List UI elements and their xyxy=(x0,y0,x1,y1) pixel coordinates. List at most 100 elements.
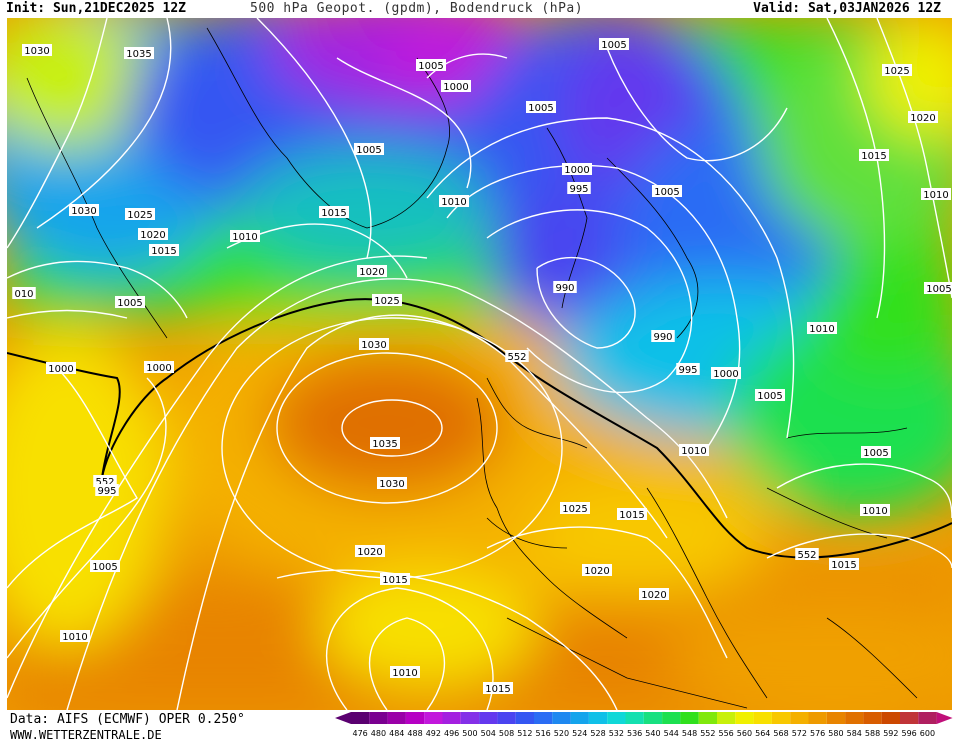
coastlines xyxy=(26,27,918,709)
isobar-label-text: 1005 xyxy=(92,562,117,573)
isobar-label: 1030 xyxy=(69,204,99,217)
isobar-label: 1030 xyxy=(377,477,407,490)
legend-color-swatch xyxy=(515,712,534,724)
legend-color-swatch xyxy=(826,712,846,724)
isobar-label-text: 1005 xyxy=(654,187,679,198)
isobar-label-text: 1030 xyxy=(361,340,386,351)
legend-color-swatch xyxy=(790,712,809,724)
legend-value-label: 588 xyxy=(865,729,880,738)
website-label: WWW.WETTERZENTRALE.DE xyxy=(10,728,162,742)
isobar-label-text: 1005 xyxy=(418,61,443,72)
isobar-label-text: 010 xyxy=(14,289,33,300)
legend-value-label: 524 xyxy=(572,729,587,738)
isobar-label-text: 1000 xyxy=(146,363,171,374)
legend-value-label: 492 xyxy=(426,729,441,738)
isobar-label: 1020 xyxy=(357,265,387,278)
legend-value-label: 532 xyxy=(609,729,624,738)
isobar-label: 1020 xyxy=(355,545,385,558)
legend-value-label: 504 xyxy=(481,729,496,738)
legend-value-label: 560 xyxy=(737,729,752,738)
legend-color-swatch xyxy=(662,712,681,724)
legend-color-swatch xyxy=(534,712,553,724)
isobar-label: 1035 xyxy=(124,47,154,60)
isobar-label: 990 xyxy=(651,330,675,343)
isobar-label-text: 1015 xyxy=(831,560,856,571)
color-legend: 476 480 484 488 492 496 500 504 508 512 516 520 524 5… xyxy=(335,712,953,738)
isobar-label: 1000 xyxy=(46,362,76,375)
legend-value-label: 552 xyxy=(700,729,715,738)
isobar-label-text: 1000 xyxy=(713,369,738,380)
isobar-label-text: 1010 xyxy=(441,197,466,208)
legend-left-arrow xyxy=(335,712,351,724)
isobar-label-text: 1015 xyxy=(151,246,176,257)
legend-value-label: 576 xyxy=(810,729,825,738)
isobar-label: 1005 xyxy=(652,185,682,198)
isobar-label-text: 990 xyxy=(653,332,672,343)
legend-color-swatch xyxy=(918,712,937,724)
legend-value-label: 520 xyxy=(554,729,569,738)
legend-value-label: 572 xyxy=(792,729,807,738)
legend-color-swatch xyxy=(424,712,443,724)
isobar-label-text: 1025 xyxy=(127,210,152,221)
isobar-label: 1015 xyxy=(483,682,513,695)
legend-right-arrow xyxy=(936,712,953,724)
legend-color-swatch xyxy=(442,712,461,724)
legend-color-swatch xyxy=(698,712,717,724)
isobar-label-text: 1025 xyxy=(562,504,587,515)
isobar-label: 1000 xyxy=(144,361,174,374)
legend-value-label: 548 xyxy=(682,729,697,738)
legend-color-swatch xyxy=(771,712,791,724)
isobar-label-text: 1005 xyxy=(117,298,142,309)
isobar-label-text: 552 xyxy=(797,550,816,561)
isobar-label-text: 995 xyxy=(97,486,116,497)
legend-value-label: 500 xyxy=(462,729,477,738)
legend-value-label: 480 xyxy=(371,729,386,738)
isobar-label-text: 1030 xyxy=(71,206,96,217)
isobar-label-text: 995 xyxy=(569,184,588,195)
isobar-label: 995 xyxy=(567,182,591,195)
isobar-label: 990 xyxy=(553,281,577,294)
legend-color-swatch xyxy=(351,712,370,724)
isobar-label: 995 xyxy=(95,484,119,497)
isobar-label: 1025 xyxy=(560,502,590,515)
legend-color-swatch xyxy=(900,712,919,724)
isobar-label: 1015 xyxy=(149,244,179,257)
legend-color-swatch xyxy=(588,712,608,724)
isobar-label: 552 xyxy=(505,350,529,363)
isobar-label: 552 xyxy=(795,548,819,561)
legend-value-label: 544 xyxy=(664,729,679,738)
isobar-label: 1015 xyxy=(829,558,859,571)
isobar-label: 1015 xyxy=(319,206,349,219)
legend-color-swatch xyxy=(479,712,498,724)
isobar-label-text: 1010 xyxy=(923,190,948,201)
isobar-label: 1005 xyxy=(354,143,384,156)
legend-color-swatch xyxy=(717,712,736,724)
legend-color-swatch xyxy=(552,712,571,724)
isobar-label-text: 1015 xyxy=(861,151,886,162)
isobar-label: 1005 xyxy=(526,101,556,114)
legend-color-swatch xyxy=(735,712,754,724)
isobar-label-text: 1005 xyxy=(926,284,951,295)
isobar-label: 1015 xyxy=(859,149,889,162)
data-source-label: Data: AIFS (ECMWF) OPER 0.250° xyxy=(10,712,245,727)
geopotential-color-field xyxy=(7,18,952,710)
isobar-label: 1005 xyxy=(90,560,120,573)
isobar-label: 1010 xyxy=(921,188,951,201)
legend-color-swatch xyxy=(643,712,663,724)
isobar-label: 1025 xyxy=(372,294,402,307)
legend-value-label: 564 xyxy=(755,729,770,738)
isobar-label-text: 1010 xyxy=(809,324,834,335)
isobar-label: 1010 xyxy=(439,195,469,208)
legend-color-swatch xyxy=(497,712,516,724)
isobar-label-text: 1020 xyxy=(910,113,935,124)
legend-color-swatch xyxy=(680,712,699,724)
isobar-label: 1020 xyxy=(639,588,669,601)
isobar-label: 1010 xyxy=(390,666,420,679)
isobar-label: 1010 xyxy=(679,444,709,457)
legend-color-swatch xyxy=(369,712,388,724)
isobar-label-text: 1020 xyxy=(584,566,609,577)
isobar-label-text: 552 xyxy=(95,477,114,488)
isobar-label-text: 1020 xyxy=(359,267,384,278)
isobar-label-text: 552 xyxy=(507,352,526,363)
isobar-label-text: 1015 xyxy=(485,684,510,695)
